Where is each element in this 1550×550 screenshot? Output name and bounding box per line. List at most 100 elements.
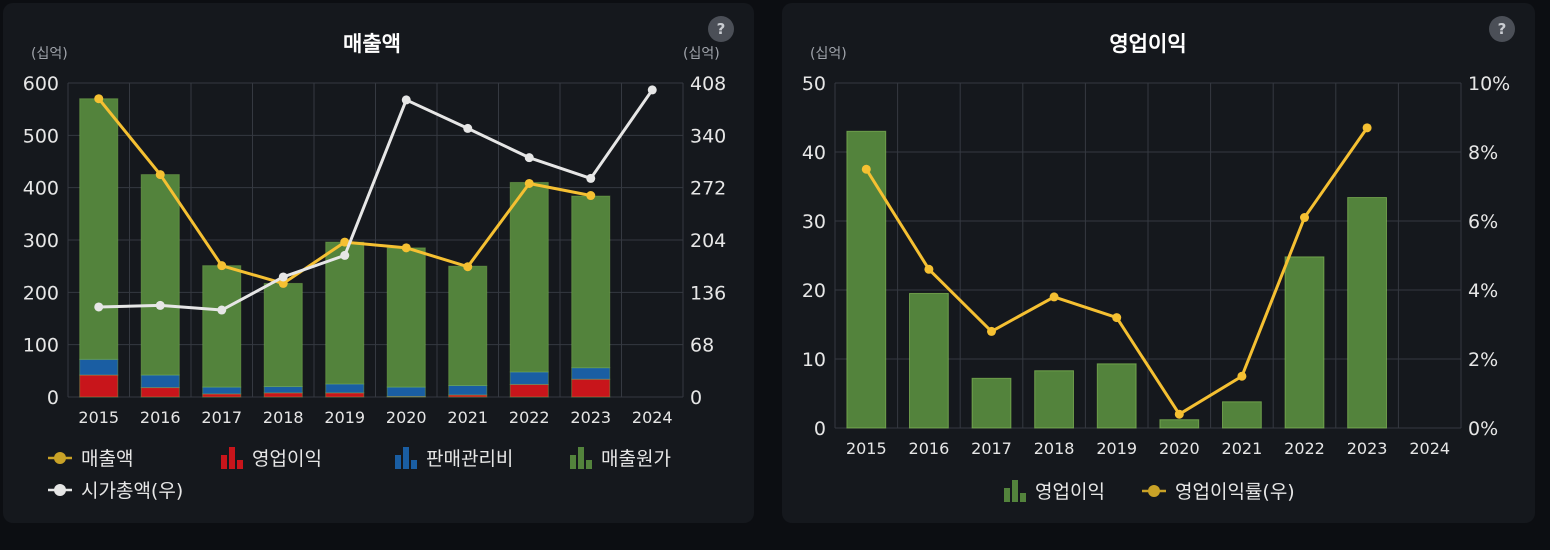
unit-label-right: (십억) — [683, 46, 720, 62]
help-icon[interactable]: ? — [708, 16, 734, 42]
x-tick-label: 2024 — [1409, 439, 1450, 458]
bar-영업이익 — [971, 377, 1012, 429]
y-tick-label-left: 400 — [23, 178, 59, 200]
y-tick-label-right: 136 — [690, 282, 726, 304]
legend-item-op-profit[interactable]: 영업이익 — [221, 444, 322, 471]
point-시가총액(우) — [340, 250, 350, 260]
y-tick-label-left: 0 — [47, 387, 59, 409]
bar-판매관리비 — [202, 386, 242, 395]
bar-매출원가 — [140, 174, 180, 376]
legend-item-revenue[interactable]: 매출액 — [48, 444, 133, 471]
y-tick-label-left: 500 — [23, 125, 59, 147]
x-tick-label: 2021 — [1222, 439, 1263, 458]
bar-영업이익 — [846, 130, 887, 429]
point-시가총액(우) — [463, 123, 473, 133]
chart-title: 매출액 — [343, 32, 401, 56]
point-매출액 — [278, 278, 288, 288]
point-영업이익률(우) — [1362, 123, 1372, 133]
point-영업이익률(우) — [1112, 313, 1122, 323]
line-시가총액(우) — [98, 89, 654, 312]
y-tick-label-left: 50 — [802, 73, 826, 95]
bar-판매관리비 — [386, 386, 426, 397]
point-매출액 — [463, 262, 473, 272]
legend-label: 매출원가 — [601, 448, 671, 470]
point-매출액 — [94, 94, 104, 104]
point-영업이익률(우) — [1300, 213, 1309, 223]
x-tick-label: 2021 — [447, 408, 488, 427]
point-매출액 — [586, 191, 596, 201]
y-tick-label-right: 272 — [690, 178, 726, 200]
bar-판매관리비 — [79, 358, 119, 376]
legend-label: 시가총액(우) — [81, 480, 184, 502]
legend-item-mcap[interactable]: 시가총액(우) — [48, 476, 183, 503]
x-tick-label: 2019 — [324, 408, 365, 427]
legend-label: 영업이익 — [252, 448, 322, 470]
point-매출액 — [401, 243, 411, 253]
x-tick-label: 2018 — [1034, 439, 1075, 458]
point-시가총액(우) — [155, 300, 165, 310]
point-시가총액(우) — [278, 272, 288, 282]
legend-item-sga[interactable]: 판매관리비 — [395, 444, 513, 471]
y-tick-label-right: 10% — [1468, 73, 1510, 95]
point-매출액 — [340, 237, 350, 247]
y-tick-label-left: 30 — [802, 211, 826, 233]
bar-영업이익 — [908, 292, 949, 429]
x-tick-label: 2016 — [140, 408, 181, 427]
bar-매출원가 — [79, 98, 119, 360]
x-tick-label: 2020 — [386, 408, 427, 427]
revenue-chart-panel: 0 100 200 300 400 500 600 0 68 136 204 272 340 408 201… — [3, 3, 754, 523]
y-tick-label-left: 300 — [23, 230, 59, 252]
op-profit-chart: 0 10 20 30 40 50 0% 2% 4% 6% 8% 10% 2015 2016 2017 2018… — [802, 32, 1510, 458]
bar-영업이익 — [571, 378, 611, 398]
point-시가총액(우) — [647, 85, 657, 95]
point-매출액 — [217, 261, 227, 271]
bar-매출원가 — [202, 265, 242, 388]
y-tick-label-right: 0 — [690, 387, 702, 409]
bar-영업이익 — [325, 392, 365, 398]
unit-label-left: (십억) — [31, 46, 68, 62]
y-tick-label-right: 0% — [1468, 418, 1498, 440]
y-tick-label-right: 204 — [690, 230, 726, 252]
legend-item-cogs[interactable]: 매출원가 — [570, 444, 671, 471]
point-영업이익률(우) — [1174, 409, 1184, 419]
x-tick-label: 2017 — [201, 408, 242, 427]
bar-chart-icon — [570, 446, 592, 469]
legend-item-op-margin[interactable]: 영업이익률(우) — [1142, 477, 1295, 504]
legend-item-op-profit[interactable]: 영업이익 — [1004, 477, 1105, 504]
bar-영업이익 — [1221, 401, 1262, 429]
x-tick-label: 2022 — [1284, 439, 1325, 458]
point-시가총액(우) — [401, 95, 411, 105]
y-tick-label-left: 600 — [23, 73, 59, 95]
y-tick-label-right: 6% — [1468, 211, 1498, 233]
bar-chart-icon — [395, 446, 417, 469]
y-tick-label-right: 2% — [1468, 349, 1498, 371]
x-tick-label: 2024 — [632, 408, 673, 427]
bar-매출원가 — [509, 181, 549, 373]
bar-영업이익 — [79, 374, 119, 398]
help-icon[interactable]: ? — [1489, 16, 1515, 42]
legend-label: 영업이익률(우) — [1175, 481, 1295, 503]
bar-판매관리비 — [509, 371, 549, 385]
bar-매출원가 — [325, 241, 365, 385]
y-tick-label-right: 4% — [1468, 280, 1498, 302]
x-tick-label: 2018 — [263, 408, 304, 427]
y-tick-label-right: 68 — [690, 335, 714, 357]
bar-판매관리비 — [571, 367, 611, 380]
x-tick-label: 2019 — [1096, 439, 1137, 458]
bar-영업이익 — [1347, 197, 1388, 429]
x-tick-label: 2015 — [846, 439, 887, 458]
bar-영업이익 — [509, 383, 549, 398]
y-tick-label-left: 20 — [802, 280, 826, 302]
bar-영업이익 — [1284, 256, 1325, 429]
bar-chart-icon — [221, 446, 243, 469]
bar-매출원가 — [571, 195, 611, 369]
bar-영업이익 — [140, 387, 180, 398]
y-tick-label-right: 8% — [1468, 142, 1498, 164]
x-tick-label: 2023 — [1347, 439, 1388, 458]
legend-label: 매출액 — [81, 448, 134, 470]
bar-매출원가 — [448, 265, 488, 386]
bar-판매관리비 — [140, 374, 180, 389]
bar-영업이익 — [1096, 363, 1137, 429]
y-tick-label-left: 40 — [802, 142, 826, 164]
chart-title: 영업이익 — [1109, 32, 1186, 56]
